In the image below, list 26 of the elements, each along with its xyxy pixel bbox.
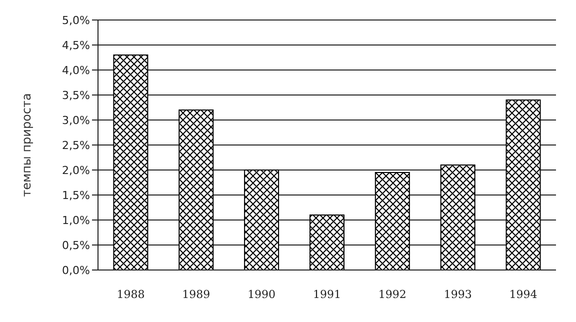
y-tick-label: 2,0% [62,164,90,177]
y-tick-label: 4,0% [62,64,90,77]
bar [440,164,476,270]
bar [178,110,214,270]
y-tick-label: 3,0% [62,114,90,127]
x-tick-label: 1994 [509,288,538,301]
bar [506,100,541,270]
x-tick-label: 1990 [248,288,276,301]
y-tick-label: 4,5% [62,38,90,52]
bar [244,170,280,270]
bar [113,54,148,270]
y-tick-label: 0,0% [62,264,90,277]
bar [374,172,410,270]
x-tick-label: 1992 [378,288,406,301]
x-tick-label: 1991 [313,288,341,301]
y-tick-label: 0,5% [62,238,90,252]
bar [309,214,344,270]
y-tick-label: 2,5% [62,138,90,152]
x-tick-label: 1989 [182,288,210,301]
x-tick-label: 1988 [116,288,145,301]
y-axis-title: темпы прироста [19,93,34,197]
y-tick-label: 3,5% [62,88,90,102]
x-tick-label: 1993 [444,288,472,301]
y-tick-label: 1,5% [62,188,90,202]
y-tick-label: 5,0% [62,14,90,27]
y-tick-label: 1,0% [62,214,90,227]
